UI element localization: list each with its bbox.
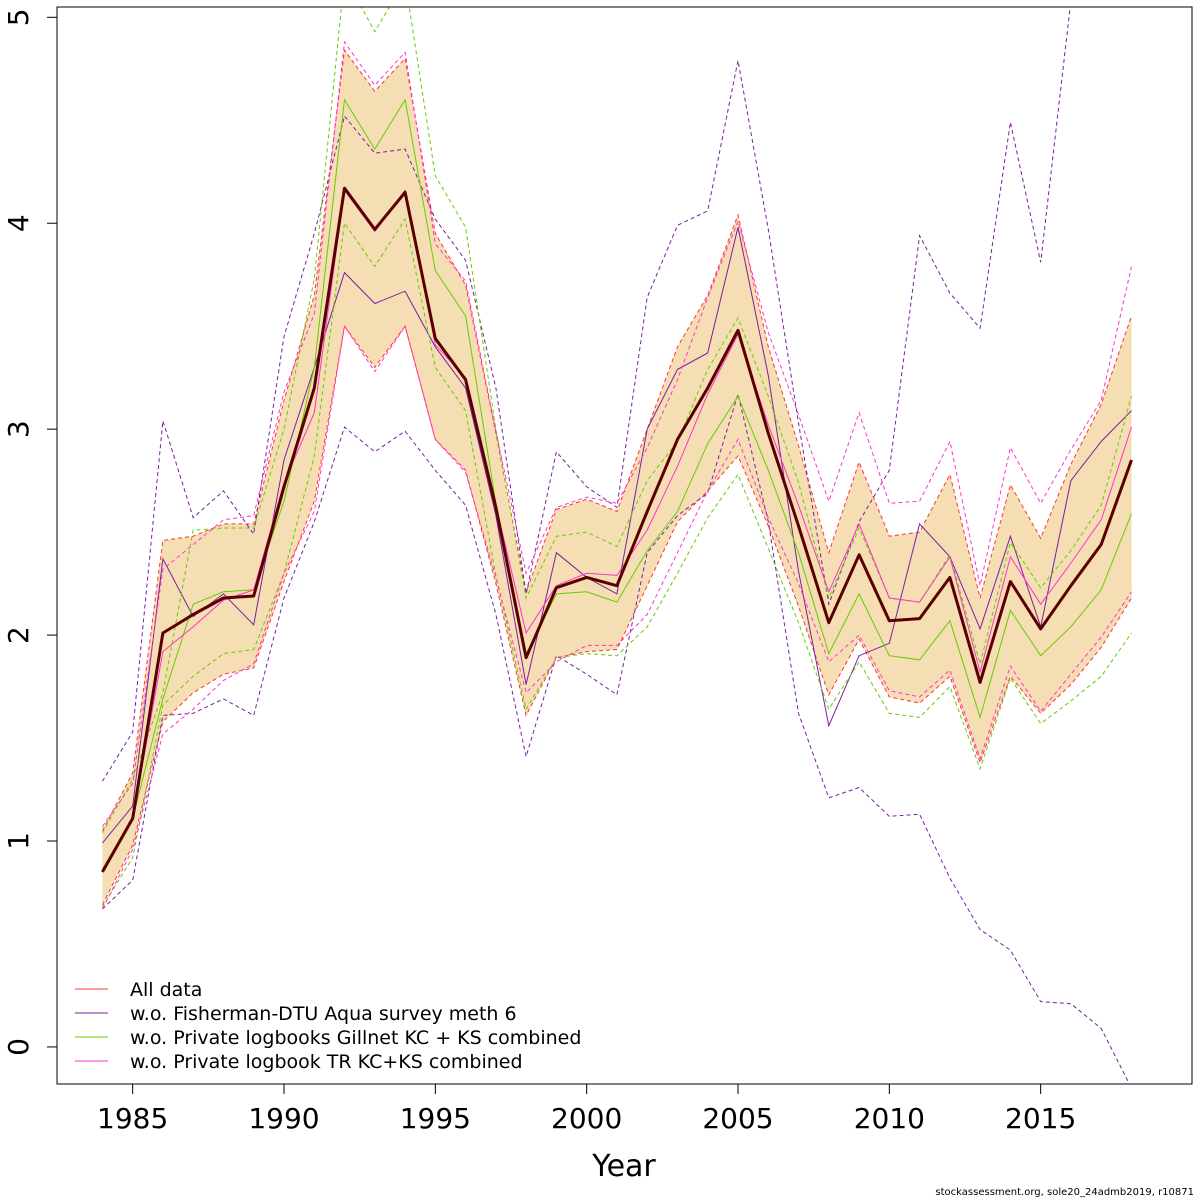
series-1-upper-line xyxy=(101,48,1132,831)
series-4 xyxy=(101,40,1132,910)
x-axis-title: Year xyxy=(591,1149,656,1184)
series-2-estimate-line xyxy=(102,227,1132,844)
series-1-lower-line xyxy=(101,324,1132,906)
x-tick-label: 2010 xyxy=(854,1102,925,1135)
series-3-upper-line xyxy=(101,7,1132,834)
y-tick-label: 4 xyxy=(2,214,35,232)
y-tick-label: 0 xyxy=(2,1038,35,1056)
series-4-lower-line xyxy=(101,324,1132,910)
series-2-upper-line xyxy=(101,7,1071,782)
y-axis: 0 1 2 3 4 5 xyxy=(2,8,58,1056)
legend-item: w.o. Private logbooks Gillnet KC + KS co… xyxy=(75,1027,581,1049)
series-2 xyxy=(101,7,1132,1084)
y-tick-label: 1 xyxy=(2,832,35,850)
x-tick-label: 2000 xyxy=(551,1102,622,1135)
x-axis: 1985 1990 1995 2000 2005 2010 2015 xyxy=(97,1083,1076,1135)
legend-item: w.o. Fisherman-DTU Aqua survey meth 6 xyxy=(75,1003,517,1025)
series-2-lower-line xyxy=(102,392,1130,1084)
legend-item: All data xyxy=(75,979,202,1001)
footer-credit: stockassessment.org, sole20_24admb2019, … xyxy=(935,1187,1194,1198)
y-tick-label: 5 xyxy=(2,8,35,26)
series-3-estimate-line xyxy=(101,98,1132,871)
x-tick-label: 1985 xyxy=(97,1102,168,1135)
series-4-upper-line xyxy=(101,40,1132,827)
base-estimate-layer xyxy=(101,186,1133,873)
x-tick-label: 1990 xyxy=(248,1102,319,1135)
x-tick-label: 2005 xyxy=(702,1102,773,1135)
series-1 xyxy=(101,48,1132,906)
legend-label: All data xyxy=(130,979,202,1001)
legend-label: w.o. Private logbooks Gillnet KC + KS co… xyxy=(130,1027,581,1049)
confidence-band xyxy=(102,50,1132,905)
series-3 xyxy=(101,7,1132,908)
series-3-lower-line xyxy=(101,217,1132,908)
x-tick-label: 1995 xyxy=(400,1102,471,1135)
base-estimate-line xyxy=(101,186,1133,873)
legend-item: w.o. Private logbook TR KC+KS combined xyxy=(75,1051,523,1073)
x-tick-label: 2015 xyxy=(1005,1102,1076,1135)
legend-label: w.o. Fisherman-DTU Aqua survey meth 6 xyxy=(130,1003,517,1025)
y-tick-label: 2 xyxy=(2,626,35,644)
y-tick-label: 3 xyxy=(2,420,35,438)
legend-label: w.o. Private logbook TR KC+KS combined xyxy=(130,1051,523,1073)
confidence-band-layer xyxy=(102,50,1132,905)
